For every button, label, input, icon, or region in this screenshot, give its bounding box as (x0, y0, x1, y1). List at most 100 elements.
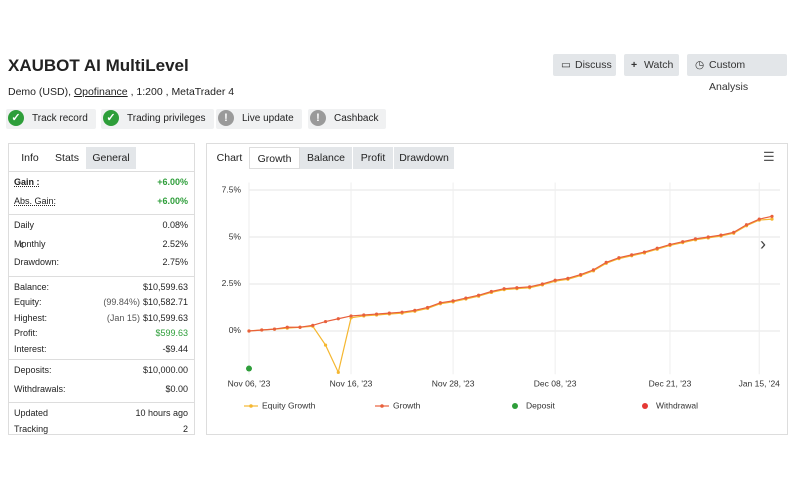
y-tick-label: 2.5% (222, 278, 242, 288)
point (528, 285, 532, 289)
tab[interactable]: Growth (249, 147, 300, 169)
chart-panel: Chart Growth Balance Profit Drawdown ☰ › (206, 143, 788, 435)
tab[interactable]: Chart (216, 152, 243, 164)
point (464, 296, 468, 300)
stat-label: Balance: (14, 280, 143, 294)
point (374, 312, 379, 316)
chart: 0% 2.5% 5% 7.5% Nov 06, '23 Nov 16, '23 Nov 28… (222, 182, 781, 410)
divider (9, 275, 194, 277)
point (323, 343, 328, 347)
point (438, 301, 442, 305)
tab[interactable]: Info (21, 152, 39, 164)
stat-label: Drawdown: (14, 255, 162, 269)
tab[interactable]: Balance (300, 147, 352, 169)
stat-row: Highest: (Jan 15) $10,599.63 (14, 311, 188, 325)
stat-row: Updated 10 hours ago (14, 406, 188, 420)
stat-row: Profit: $599.63 (14, 326, 188, 340)
point (757, 217, 761, 221)
divider (9, 402, 194, 403)
stat-row: Gain : +6.00% (14, 175, 188, 189)
stat-row: Balance: $10,599.63 (14, 280, 188, 294)
line (248, 215, 773, 332)
tab[interactable]: General (86, 147, 136, 169)
legend-dot (380, 404, 384, 408)
badge-label: Trading privileges (127, 113, 206, 124)
point (387, 311, 391, 315)
stat-row: Tracking 2 (14, 422, 188, 436)
watch-button[interactable]: + Watch (624, 54, 679, 76)
point (362, 313, 366, 317)
point (579, 272, 583, 277)
point (298, 325, 302, 329)
x-tick-label: Nov 16, '23 (330, 378, 373, 388)
stat-row: Equity: (99.84%) $10,582.71 (14, 295, 188, 309)
stat-row: Withdrawals: $0.00 (14, 382, 188, 396)
stat-row: Abs. Gain: +6.00% (14, 194, 188, 208)
point (566, 276, 570, 280)
stat-label: Deposits: (14, 363, 143, 377)
x-tick-label: Dec 21, '23 (649, 378, 692, 388)
stat-label: Monthly (14, 237, 162, 251)
x-tick-label: Jan 15, '24 (739, 378, 781, 388)
x-tick-label: Nov 06, '23 (228, 378, 271, 388)
stat-label: Equity: (14, 295, 103, 309)
point (668, 242, 672, 247)
next-arrow[interactable]: › (760, 234, 766, 254)
point (425, 305, 430, 310)
stat-value: 0.08% (162, 220, 188, 230)
details: , 1:200 , MetaTrader 4 (130, 86, 235, 98)
legend-label: Withdrawal (656, 400, 698, 410)
stat-row: Deposits: $10,000.00 (14, 363, 188, 377)
custom-analysis-button[interactable]: ◷ Custom Analysis (687, 54, 787, 93)
label: Watch (644, 59, 674, 71)
line (248, 218, 773, 375)
point (413, 308, 417, 312)
stat-note: (Jan 15) (106, 312, 140, 323)
divider (9, 214, 194, 215)
point (477, 293, 481, 297)
point (642, 250, 647, 254)
title: XAUBOT AI MultiLevel (8, 56, 189, 75)
stat-label-text: Profit: (14, 328, 38, 338)
point (719, 233, 723, 237)
point (553, 278, 557, 282)
stat-label: Highest: (14, 311, 107, 325)
point (247, 329, 251, 333)
x-tick-label: Nov 28, '23 (432, 378, 475, 388)
tab[interactable]: Drawdown (394, 147, 454, 169)
stat-label-text: Gain : (14, 177, 40, 187)
badge: ✓ Track record (6, 109, 96, 129)
broker-link[interactable]: Opofinance (73, 86, 128, 98)
prev-arrow[interactable]: ‹ (19, 236, 25, 253)
badge-label: Track record (32, 113, 88, 124)
stat-label-text: Highest: (14, 312, 48, 323)
stat-value: $10,582.71 (142, 297, 188, 307)
stat-value: $10,599.63 (142, 312, 188, 323)
point (604, 260, 608, 264)
y-tick-label: 5% (229, 231, 242, 241)
point (693, 237, 698, 241)
settings-icon[interactable]: ☰ (763, 149, 775, 164)
point (272, 327, 277, 331)
stat-label: Interest: (14, 342, 162, 356)
point (489, 289, 493, 294)
tab[interactable]: Profit (353, 147, 393, 169)
point (349, 314, 353, 318)
tab[interactable]: Stats (55, 152, 79, 164)
point (540, 282, 544, 286)
point (617, 256, 621, 260)
stat-value: 2.75% (162, 257, 188, 267)
stat-value: +6.00% (157, 195, 188, 206)
stat-label: Updated (14, 406, 135, 420)
label: Discuss (575, 59, 612, 71)
legend-dot (512, 403, 518, 409)
subtitle: Demo (USD), Opofinance , 1:200 , MetaTra… (8, 86, 234, 98)
discuss-button[interactable]: ▭ Discuss (553, 54, 616, 76)
stat-label: Tracking (14, 422, 183, 436)
account: Demo (USD), (8, 86, 72, 98)
stat-value: 2 (182, 423, 188, 434)
point (323, 319, 328, 324)
stat-value: +6.00% (157, 177, 188, 187)
stat-label: Daily (14, 218, 162, 232)
point (311, 323, 315, 327)
